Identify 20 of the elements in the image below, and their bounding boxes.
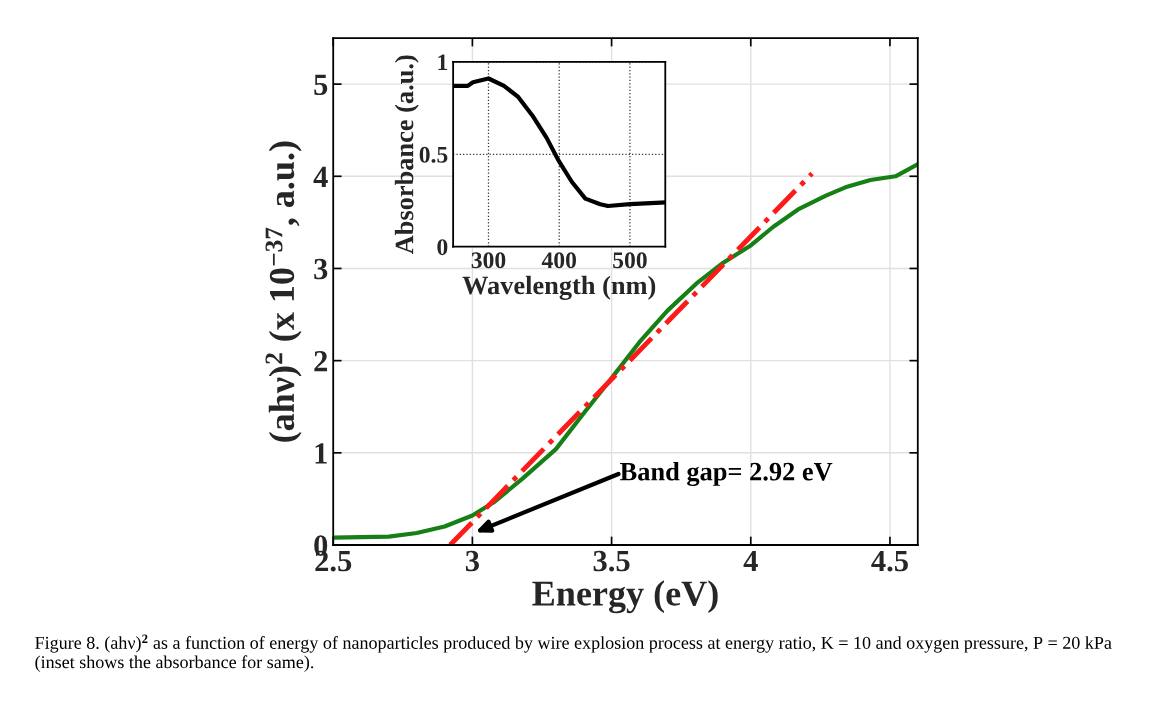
y-tick-label: 1 xyxy=(438,54,448,71)
y-tick-label: 1 xyxy=(315,443,327,464)
x-tick-label: 3.5 xyxy=(593,550,630,572)
x-tick-label: 500 xyxy=(613,252,647,269)
y-tick-label: 5 xyxy=(314,74,328,96)
y-tick-label: 0.5 xyxy=(419,146,448,163)
x-tick-label: 4.5 xyxy=(871,550,908,572)
x-tick-label: 3 xyxy=(465,550,479,572)
annotation: Band gap= 2.92 eV xyxy=(620,461,833,487)
x-tick-label: 400 xyxy=(541,252,577,269)
x-tick-label: 300 xyxy=(471,252,506,269)
caption: Figure 8. (ahν)$^{2}$ as a function of energy of nanoparticles produced by wire explosion process at energy ratio, K = 10 and oxygen pressure, P = 20 kPa (inset shows the absorbance for same). xyxy=(35,634,1112,672)
y-axis-title: Absorbance (a.u.) xyxy=(394,55,419,255)
y-tick-label: 2 xyxy=(314,351,328,372)
y-tick-label: 4 xyxy=(313,166,328,187)
x-tick-label: 4 xyxy=(743,550,758,572)
x-axis-title: Wavelength (nm) xyxy=(462,275,656,300)
x-axis-title: Energy (eV) xyxy=(532,580,718,614)
y-axis-title: (ahν)$^{2}$ (x 10$^{−37}$, a.u.) xyxy=(265,141,302,442)
y-tick-label: 0 xyxy=(437,239,448,256)
